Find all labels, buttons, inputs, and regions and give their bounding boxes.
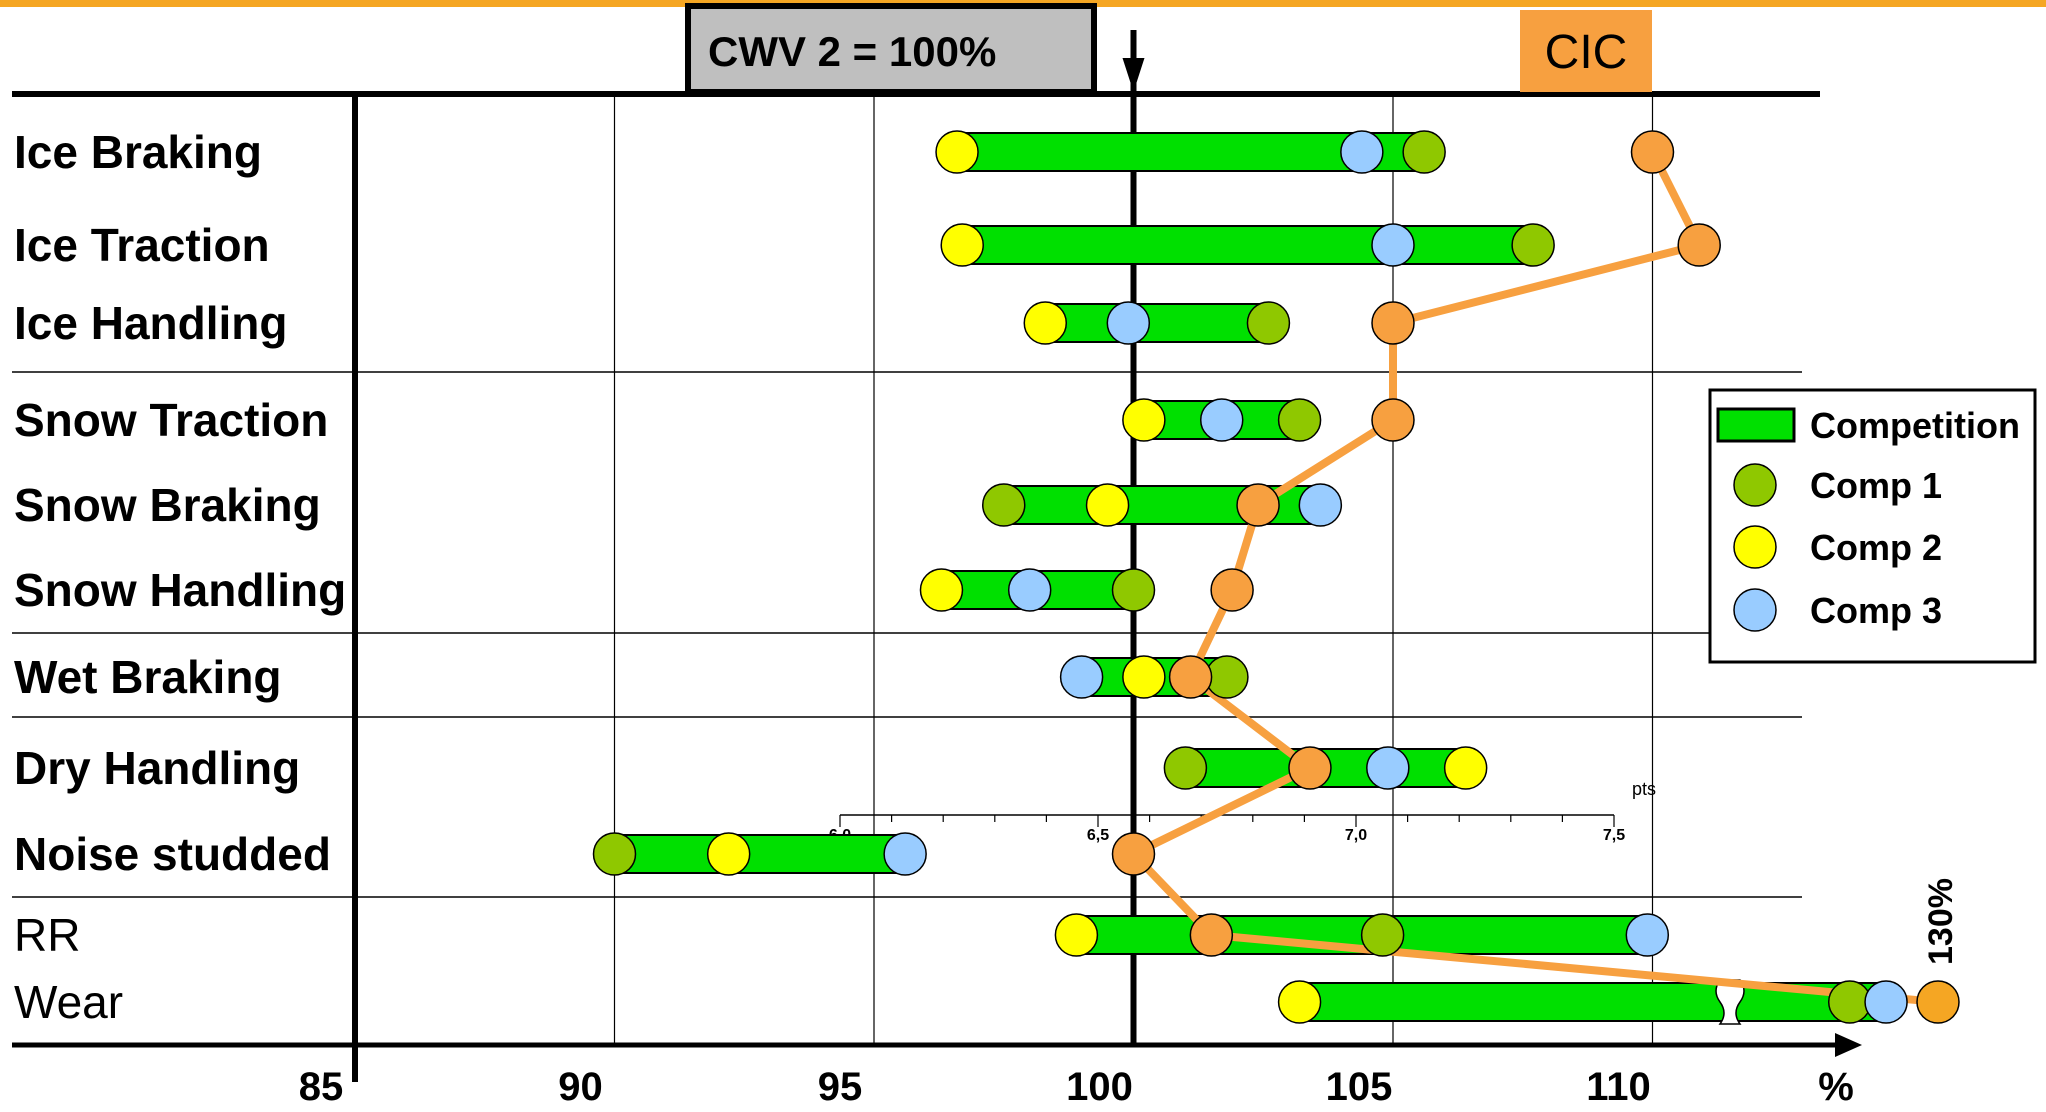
competition-bar [961,225,1535,265]
x-tick-label: 85 [299,1065,344,1109]
comp2-point [1122,398,1166,442]
comp2-point [1122,655,1166,699]
secondary-axis-tick-label: 7,0 [1345,827,1367,844]
category-label: Snow Traction [14,394,328,446]
category-label: Ice Handling [14,297,287,349]
comp2-point [1085,483,1130,527]
cic-label-text: CIC [1545,26,1628,79]
comp2-point [1054,913,1099,957]
cic-dots [1111,130,1960,1024]
cic-label: CIC [1520,10,1652,92]
cic-offscale-label: 130% [1922,878,1960,965]
category-label: Snow Braking [14,479,321,531]
reference-label: CWV 2 = 100% [685,3,1097,95]
secondary-axis-tick-label: 6,5 [1087,827,1109,844]
reference-label-text: CWV 2 = 100% [708,28,996,75]
cic-point [1236,483,1280,527]
comp1-point [1246,301,1291,345]
cic-point [1111,832,1156,876]
legend: Competition Comp 1 Comp 2 Comp 3 [1708,388,2037,664]
cic-point [1371,398,1415,442]
comp1-point [1163,746,1208,790]
cic-point [1210,568,1254,612]
legend-label-comp3: Comp 3 [1810,590,1942,631]
secondary-axis-unit: pts [1632,779,1656,799]
category-label: Snow Handling [14,564,346,616]
comp3-point [1371,223,1415,267]
comp1-point [1111,568,1156,612]
reference-line [1122,30,1145,1045]
comp3-point [1366,746,1410,790]
comp1-point [592,832,637,876]
competition-bar [613,834,907,874]
comp2-point [706,832,751,876]
x-tick-label: 90 [558,1065,603,1109]
category-label: Ice Braking [14,126,262,178]
group-separators [12,371,1802,898]
secondary-axis-tick-label: 7,5 [1603,827,1625,844]
x-tick-label: 110 [1586,1065,1651,1109]
comp3-point [1340,130,1384,174]
category-label: RR [14,909,80,961]
comp-dots [592,130,1908,1024]
comp3-point [1007,568,1052,612]
comp1-point [982,483,1026,527]
category-label: Ice Traction [14,219,270,271]
comp1-point [1360,913,1405,957]
competition-bar [1044,303,1270,343]
x-tick-labels: 85 90 95 100 105 110 [299,1065,1651,1109]
cic-point [1630,130,1675,174]
comp3-point [1199,398,1244,442]
legend-swatch-comp3 [1733,588,1777,632]
comp3-point [1059,655,1104,699]
legend-label-competition: Competition [1810,405,2020,446]
comp1-point [1511,223,1555,267]
cic-point [1371,301,1415,345]
category-label: Dry Handling [14,742,300,794]
category-label: Noise studded [14,828,331,880]
comp2-point [1443,746,1488,790]
comp3-point [1298,483,1343,527]
cic-point [1288,746,1332,790]
legend-swatch-competition [1716,407,1796,443]
axis-break-marker [1715,979,1745,1025]
category-labels: Ice Braking Ice Traction Ice Handling Snow … [14,126,346,1028]
comp2-point [1023,301,1068,345]
legend-label-comp1: Comp 1 [1810,465,1942,506]
comp3-point [883,832,927,876]
category-label: Wear [14,976,123,1028]
comp3-point [1106,301,1151,345]
cic-point [1168,655,1213,699]
comp2-point [935,130,979,174]
x-tick-label: 105 [1326,1065,1393,1109]
comp2-point [919,568,964,612]
legend-label-comp2: Comp 2 [1810,527,1942,568]
cic-point [1677,223,1721,267]
comp1-point [1402,130,1446,174]
comp2-point [940,223,984,267]
legend-swatch-comp2 [1733,525,1777,569]
comp3-point [1864,980,1908,1024]
x-tick-label: 100 [1066,1065,1133,1109]
comp1-point [1277,398,1322,442]
cic-point [1189,913,1234,957]
comp3-point [1625,913,1670,957]
x-unit-label: % [1818,1065,1854,1109]
legend-swatch-comp1 [1733,463,1777,507]
comp2-point [1277,980,1322,1024]
category-label: Wet Braking [14,651,282,703]
cic-point [1916,980,1960,1024]
x-tick-label: 95 [818,1065,863,1109]
reference-arrow [1122,58,1145,92]
